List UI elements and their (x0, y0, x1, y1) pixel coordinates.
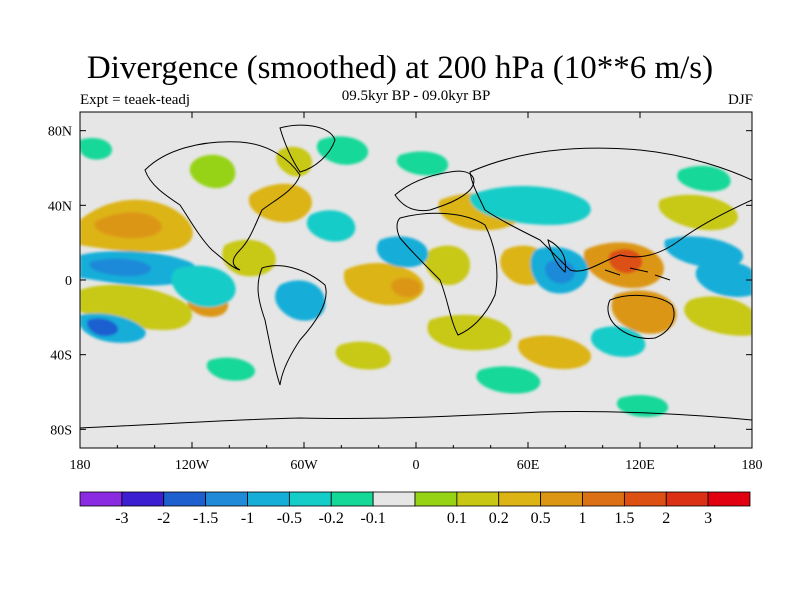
region-pos-south-ocean (335, 341, 391, 370)
colorbar-label: -0.2 (319, 510, 344, 527)
colorbar-label: 2 (662, 510, 670, 527)
lat-tick-label: 0 (65, 274, 72, 289)
region-neg-natlantic (306, 210, 356, 242)
region-pos-sindian2 (518, 335, 592, 370)
lat-axis: 80N 40N 0 40S 80S (48, 125, 752, 438)
colorbar-label: -2 (157, 510, 170, 527)
lon-tick-label: 0 (413, 458, 420, 473)
coast-indonesia (604, 267, 671, 281)
colorbar-swatch (707, 491, 751, 507)
region-pos-maritime-core (608, 249, 643, 274)
lat-tick-label: 40S (50, 349, 72, 364)
region-neg-southern2 (616, 395, 669, 417)
region-neg-nasia (677, 165, 731, 192)
lon-tick-label: 180 (742, 458, 763, 473)
region-neg-australia-s (590, 326, 646, 357)
coast-europe (394, 170, 475, 212)
colorbar-swatch (330, 491, 374, 507)
region-neg-southern (476, 366, 541, 394)
colorbar-swatch (205, 491, 248, 507)
colorbar-swatch (623, 491, 667, 507)
colorbar-label: 0.2 (489, 510, 509, 527)
colorbar-swatch (456, 491, 500, 507)
region-neg-samerica (275, 280, 326, 321)
coast-greenland (279, 124, 336, 173)
colorbar-label: 3 (704, 510, 712, 527)
lon-tick-label: 120W (175, 458, 210, 473)
region-pos-natlantic (248, 183, 312, 223)
lon-axis: 180 120W 60W 0 60E 120E 180 (70, 112, 763, 473)
region-neg-spacific-core (87, 318, 119, 337)
region-pos-satlantic-core (391, 277, 421, 298)
region-neg-india-core (545, 259, 575, 284)
coast-antarctica (80, 411, 752, 429)
region-neg-east-pac (695, 261, 752, 297)
coast-asia (469, 147, 752, 272)
lat-tick-label: 80S (50, 423, 72, 438)
region-pos-namerica (189, 154, 236, 189)
region-neg-tpacific-core (89, 258, 152, 277)
colorbar-label: -3 (115, 510, 128, 527)
colorbar-label: -0.1 (360, 510, 385, 527)
colorbar-swatch (498, 491, 542, 507)
coast-india (547, 239, 567, 273)
region-neg-wpacific (664, 236, 744, 269)
colorbar-label: 1.5 (614, 510, 634, 527)
colorbar: -3 -2 -1.5 -1 -0.5 -0.2 -0.1 0.1 0.2 0.5 1 1.5 2 3 (79, 491, 751, 527)
colorbar-label: 0.1 (447, 510, 467, 527)
colorbar-swatch (372, 491, 416, 507)
region-neg-arctic2 (80, 138, 112, 160)
period-label: 09.5kyr BP - 09.0kyr BP (341, 88, 491, 104)
lon-tick-label: 60W (290, 458, 318, 473)
experiment-label: Expt = teaek-teadj (80, 92, 191, 108)
lat-tick-label: 40N (48, 199, 72, 214)
coastlines (80, 124, 752, 429)
coast-australia (607, 295, 675, 339)
colorbar-swatch (540, 491, 583, 507)
positive-regions (80, 146, 752, 370)
colorbar-swatch (582, 491, 625, 507)
lon-tick-label: 60E (517, 458, 540, 473)
region-neg-wafrica (376, 236, 429, 268)
colorbar-swatch (163, 491, 207, 507)
region-pos-wpacific (658, 194, 738, 231)
coast-south-america (257, 265, 327, 386)
lon-tick-label: 180 (70, 458, 91, 473)
colorbar-swatch (288, 491, 332, 507)
coast-africa (396, 212, 498, 336)
region-pos-npacific-core (94, 212, 162, 239)
colorbar-swatch (414, 491, 458, 507)
region-neg-southern3 (206, 357, 256, 381)
colorbar-label: -0.5 (277, 510, 302, 527)
colorbar-swatch (247, 491, 290, 507)
region-neg-npacific-hi (316, 136, 369, 165)
colorbar-label: -1.5 (193, 510, 218, 527)
colorbar-label: 1 (579, 510, 587, 527)
region-neg-asia (469, 185, 591, 225)
colorbar-swatch (665, 491, 709, 507)
plot-title: Divergence (smoothed) at 200 hPa (10**6 … (86, 50, 714, 86)
lat-tick-label: 80N (48, 125, 72, 140)
negative-regions (80, 136, 752, 417)
region-neg-eqpacific (171, 265, 236, 308)
season-label: DJF (727, 92, 753, 108)
colorbar-label: -1 (241, 510, 254, 527)
colorbar-swatch (79, 491, 123, 507)
coast-north-america (144, 141, 301, 271)
colorbar-label: 0.5 (531, 510, 551, 527)
region-neg-arctic (396, 151, 449, 176)
region-pos-africa (424, 245, 470, 286)
region-pos-sindian (427, 314, 512, 351)
region-pos-australia (611, 290, 677, 334)
colorbar-swatch (121, 491, 165, 507)
lon-tick-label: 120E (625, 458, 655, 473)
divergence-field (80, 136, 752, 417)
region-pos-espacific (684, 296, 752, 336)
